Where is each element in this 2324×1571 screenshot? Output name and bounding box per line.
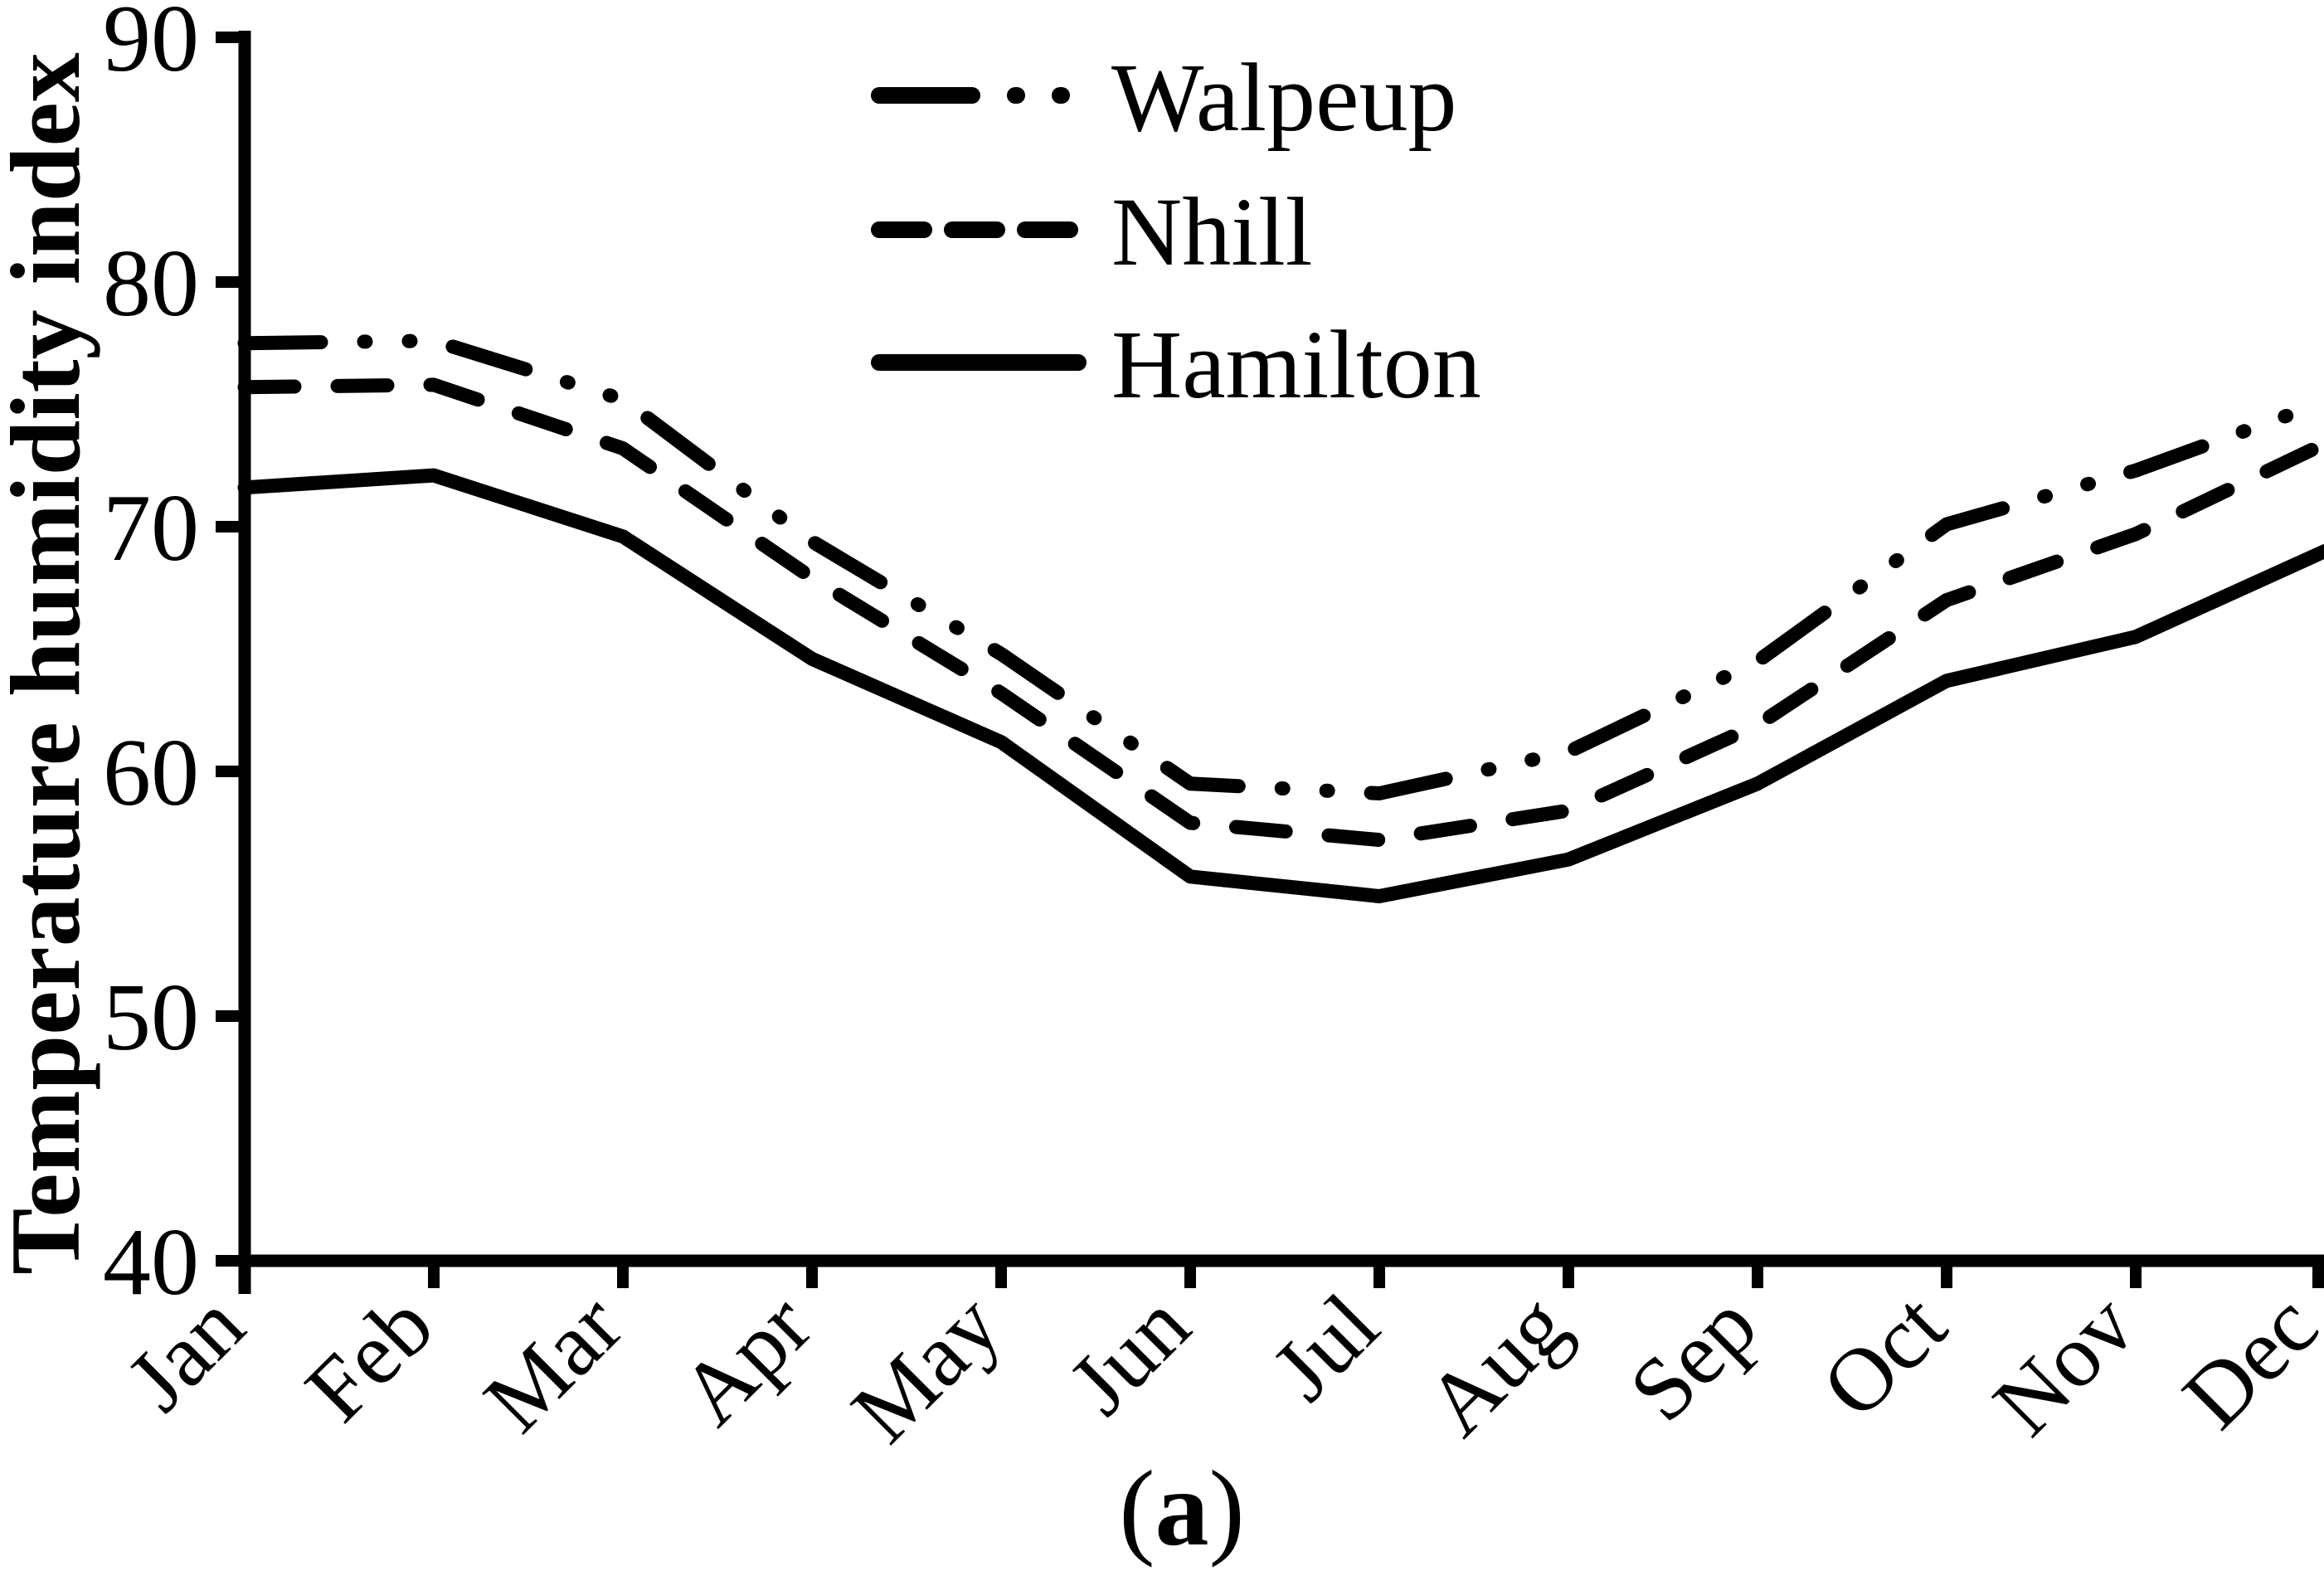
- legend-label-nhill: Nhill: [1111, 178, 1313, 286]
- y-tick-label: 90: [103, 0, 199, 92]
- x-tick-label-group: Oct: [1804, 1276, 1965, 1437]
- x-tick-label-group: Feb: [287, 1276, 452, 1441]
- figure-caption: (a): [1119, 1449, 1245, 1569]
- x-tick-label: Apr: [662, 1276, 830, 1444]
- x-tick-label: Sep: [1611, 1276, 1776, 1441]
- caption-letter: a: [1155, 1449, 1209, 1569]
- x-tick-label: Oct: [1804, 1276, 1965, 1437]
- x-tick-label-group: May: [834, 1276, 1019, 1462]
- caption-close-paren: ): [1209, 1449, 1245, 1569]
- series-line-nhill: [237, 377, 2324, 848]
- y-tick-label: 70: [103, 475, 199, 581]
- legend-item-walpeup: Walpeup: [871, 43, 1456, 152]
- x-tick-label: Feb: [287, 1276, 452, 1441]
- x-tick-label-group: Jul: [1254, 1276, 1398, 1419]
- caption-open-paren: (: [1119, 1449, 1155, 1569]
- legend-item-hamilton: Hamilton: [871, 310, 1481, 419]
- series-line-hamilton: [237, 468, 2324, 903]
- x-tick-label-group: Jun: [1051, 1276, 1208, 1433]
- legend-label-walpeup: Walpeup: [1111, 43, 1456, 152]
- legend-item-nhill: Nhill: [871, 178, 1313, 286]
- y-tick-label: 60: [103, 720, 199, 826]
- x-tick-label-group: Sep: [1611, 1276, 1776, 1441]
- series-layer: [237, 333, 2324, 903]
- x-tick-label: Nov: [1975, 1276, 2154, 1455]
- legend-label-hamilton: Hamilton: [1111, 310, 1481, 419]
- y-axis-title: Temperature humidity index: [0, 52, 100, 1274]
- x-tick-label: Jun: [1051, 1276, 1208, 1433]
- x-tick-label-group: Mar: [466, 1276, 641, 1451]
- y-tick-label: 50: [103, 965, 199, 1071]
- x-tick-label: Jul: [1254, 1276, 1398, 1419]
- y-tick-label: 40: [103, 1209, 199, 1316]
- series-line-walpeup: [237, 333, 2324, 800]
- x-tick-label-group: Dec: [2165, 1276, 2324, 1447]
- x-tick-label-group: Nov: [1975, 1276, 2154, 1455]
- x-tick-label-group: Aug: [1408, 1276, 1587, 1455]
- x-tick-label: Dec: [2165, 1276, 2324, 1447]
- y-tick-label: 80: [103, 231, 199, 337]
- x-tick-label-group: Apr: [662, 1276, 830, 1444]
- x-tick-label: Mar: [466, 1276, 641, 1451]
- x-tick-label: May: [834, 1276, 1019, 1462]
- x-tick-label: Aug: [1408, 1276, 1587, 1455]
- legend-layer: Walpeup Nhill Hamilton: [871, 43, 1481, 419]
